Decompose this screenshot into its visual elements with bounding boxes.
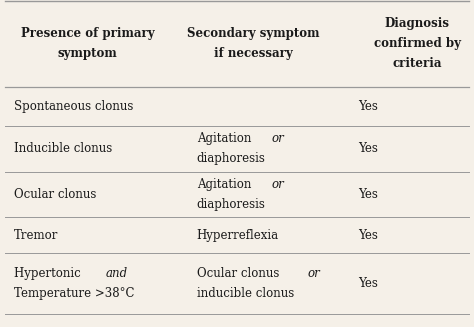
- Text: criteria: criteria: [392, 57, 442, 70]
- Text: Yes: Yes: [358, 277, 378, 290]
- Text: Agitation: Agitation: [197, 132, 255, 145]
- Text: Ocular clonus: Ocular clonus: [14, 188, 97, 201]
- Text: or: or: [272, 132, 284, 145]
- Text: Agitation: Agitation: [197, 178, 255, 191]
- Text: if necessary: if necessary: [214, 47, 293, 60]
- Text: Presence of primary: Presence of primary: [21, 27, 155, 40]
- Text: and: and: [105, 267, 128, 280]
- Text: Tremor: Tremor: [14, 229, 59, 242]
- Text: Diagnosis: Diagnosis: [384, 17, 450, 29]
- Text: Yes: Yes: [358, 142, 378, 155]
- Text: Hyperreflexia: Hyperreflexia: [197, 229, 279, 242]
- Text: or: or: [272, 178, 284, 191]
- Text: Inducible clonus: Inducible clonus: [14, 142, 112, 155]
- Text: diaphoresis: diaphoresis: [197, 152, 265, 165]
- Text: inducible clonus: inducible clonus: [197, 287, 294, 300]
- Text: Spontaneous clonus: Spontaneous clonus: [14, 100, 134, 113]
- Text: confirmed by: confirmed by: [374, 37, 461, 50]
- Text: Ocular clonus: Ocular clonus: [197, 267, 283, 280]
- Text: Yes: Yes: [358, 229, 378, 242]
- Text: Temperature >38°C: Temperature >38°C: [14, 287, 135, 300]
- Text: Hypertonic: Hypertonic: [14, 267, 85, 280]
- Text: symptom: symptom: [58, 47, 118, 60]
- Text: Yes: Yes: [358, 100, 378, 113]
- Text: or: or: [308, 267, 320, 280]
- Text: Secondary symptom: Secondary symptom: [187, 27, 320, 40]
- Text: Yes: Yes: [358, 188, 378, 201]
- Text: diaphoresis: diaphoresis: [197, 198, 265, 211]
